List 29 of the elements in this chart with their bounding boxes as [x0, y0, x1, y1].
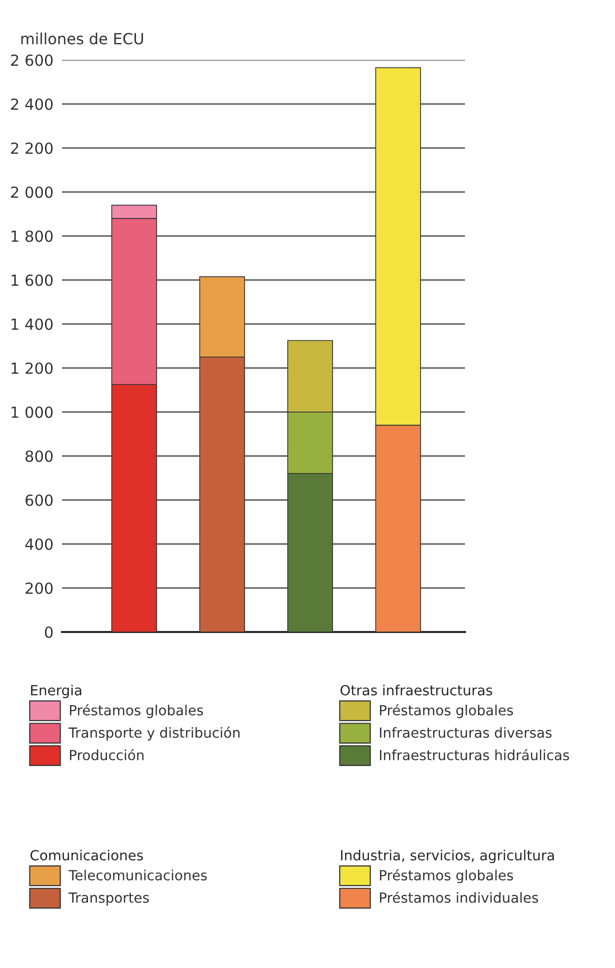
text: Industria, servicios, agricultura	[341, 850, 554, 864]
legend-label: Producción	[70, 749, 144, 760]
y-tick-label: 2 400	[11, 98, 53, 110]
legend-label: Transporte y distribución	[68, 726, 240, 741]
y-axis-title: millones de ECU	[21, 32, 143, 44]
y-tick-label: 1 000	[12, 406, 53, 418]
y-tick-label: 1 400	[12, 318, 53, 330]
y-tick-label: 800	[26, 450, 53, 462]
legend-label: Préstamos individuales	[380, 892, 538, 903]
legend-label: Transportes	[68, 892, 149, 906]
legend-label: Telecomunicaciones	[68, 870, 207, 880]
text: Energia	[31, 684, 82, 698]
y-tick-label: 600	[26, 494, 53, 506]
text: Comunicaciones	[30, 850, 143, 860]
y-tick-label: 2 200	[11, 142, 53, 154]
y-tick-label: 1 200	[12, 362, 53, 374]
y-tick-label: 2 000	[11, 186, 53, 198]
legend-label: Infraestructuras diversas	[380, 727, 552, 738]
legend-label: Préstamos globales	[380, 704, 514, 718]
text: Otras infraestructuras	[340, 684, 492, 696]
y-tick-label: 0	[44, 626, 53, 638]
legend-label: Préstamos globales	[70, 704, 204, 718]
y-tick-label: 1 600	[12, 274, 53, 286]
y-tick-label: 200	[26, 582, 53, 594]
legend-label: Préstamos globales	[380, 869, 514, 884]
y-tick-label: 2 600	[11, 54, 53, 66]
y-tick-label: 1 800	[12, 230, 53, 242]
legend-label: Infraestructuras hidráulicas	[380, 749, 570, 760]
y-tick-label: 400	[25, 538, 53, 550]
